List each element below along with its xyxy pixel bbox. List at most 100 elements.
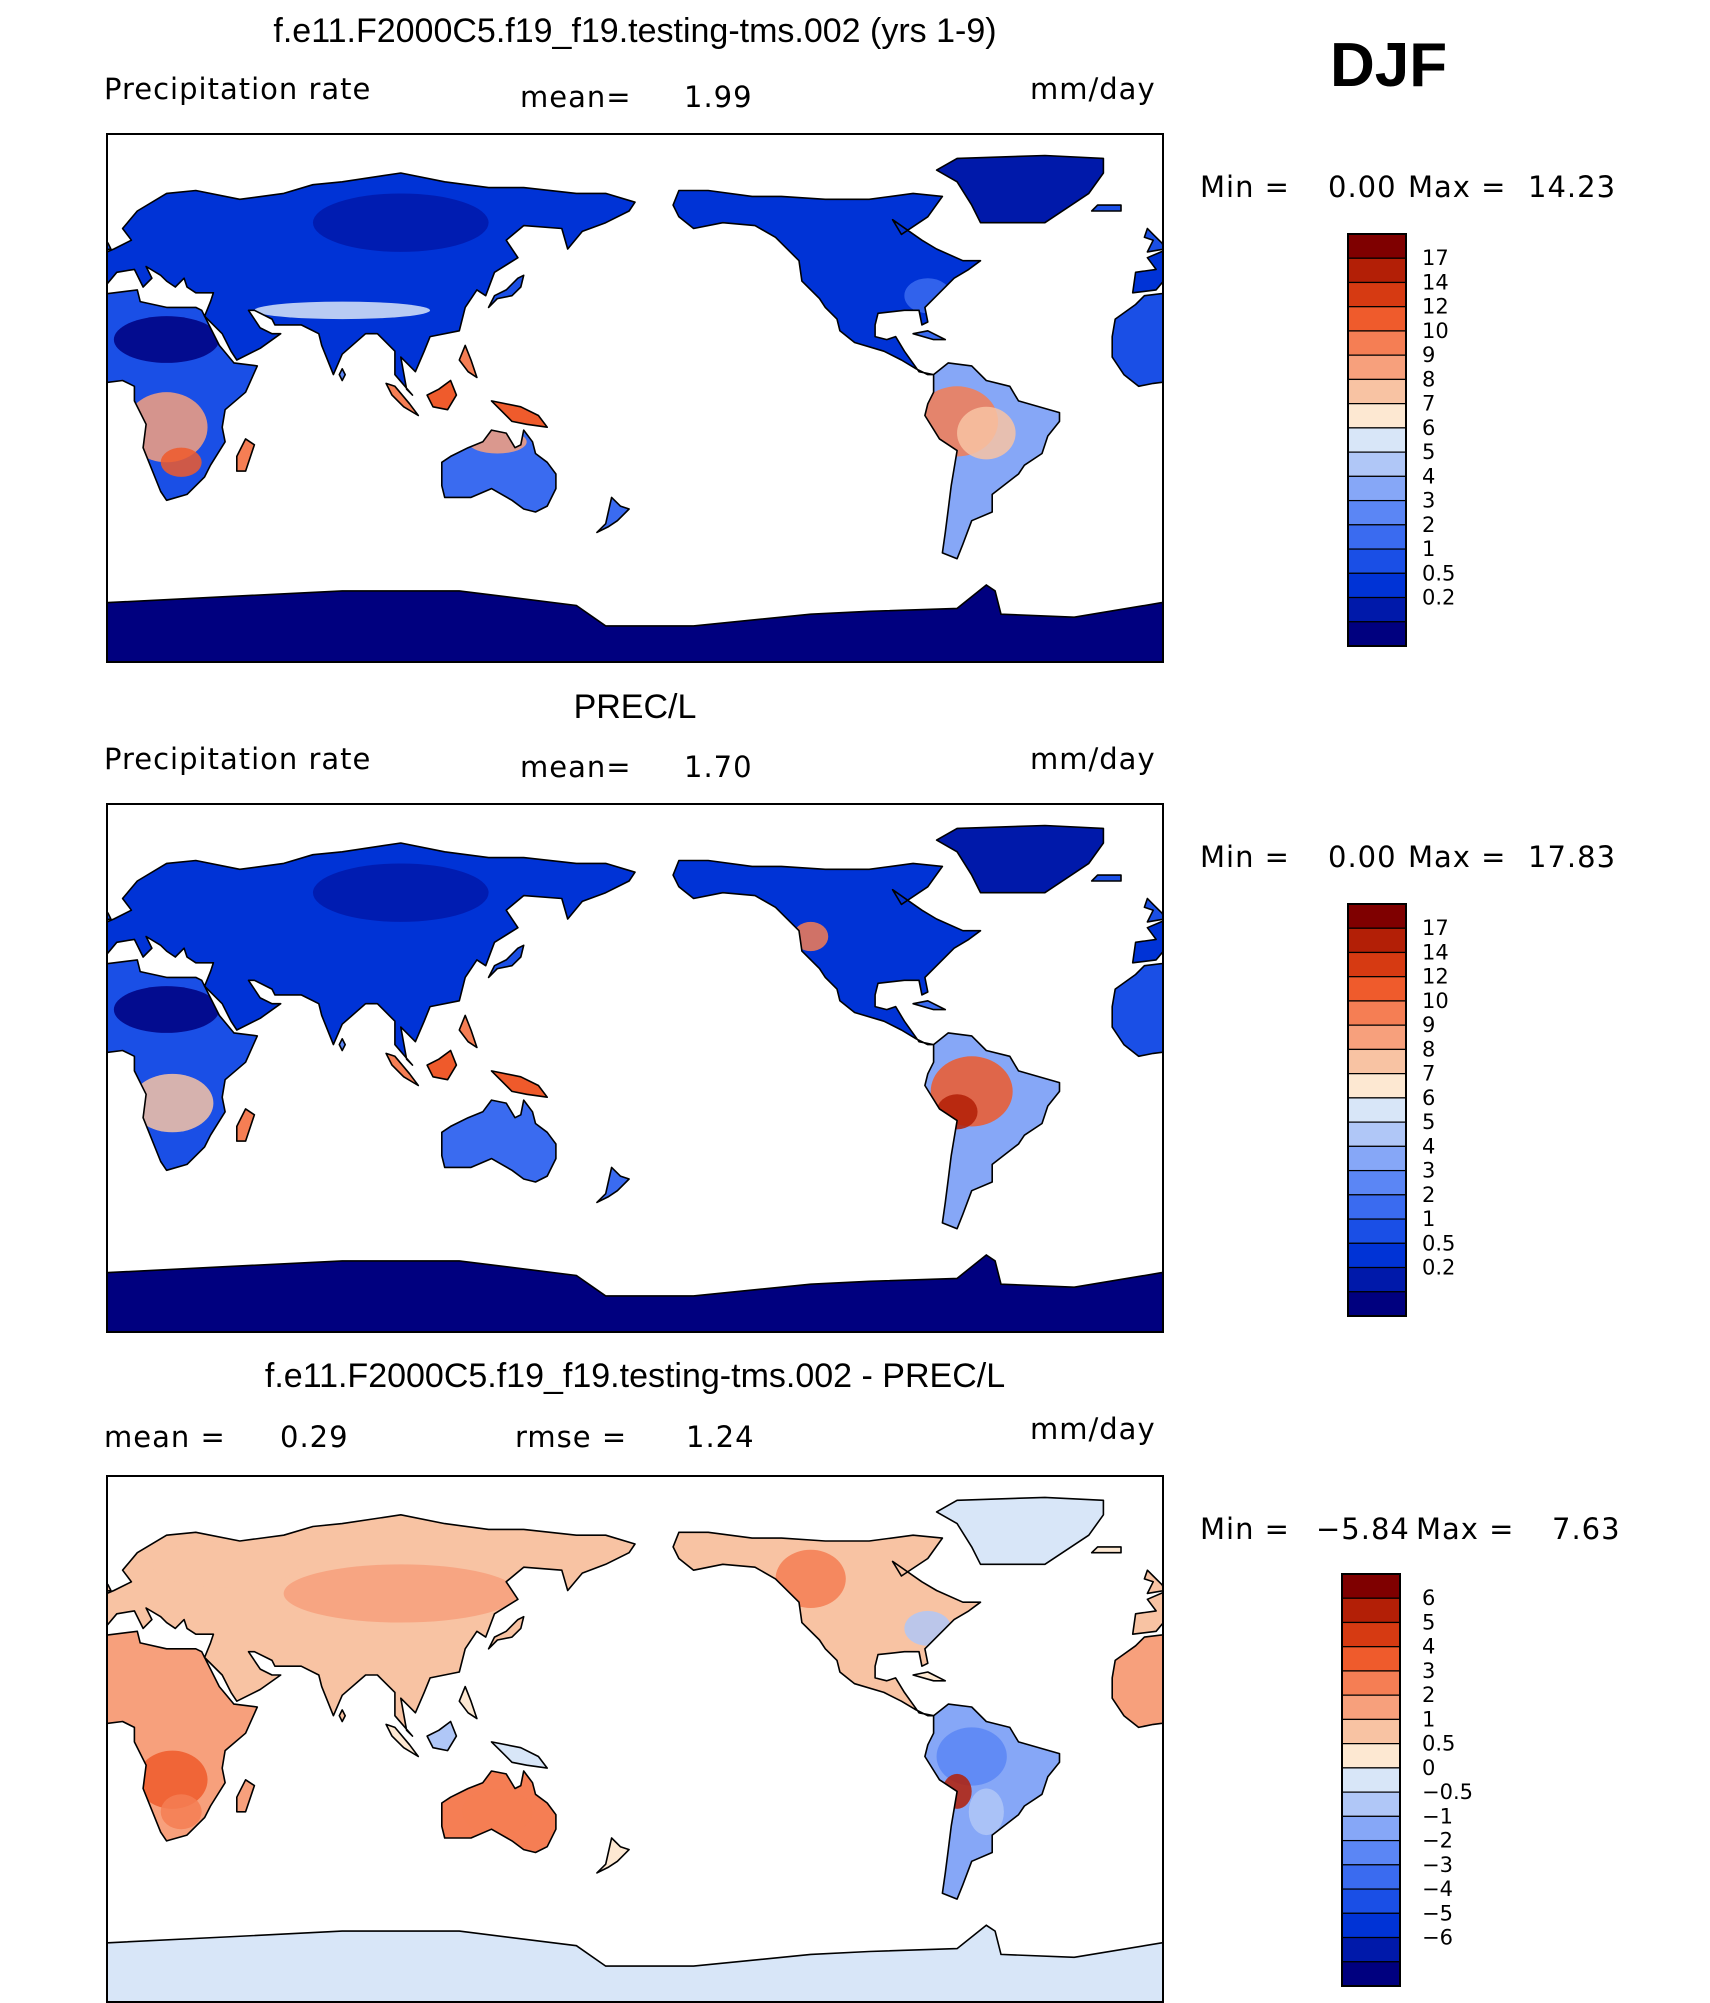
land-africa: [1112, 963, 1162, 1057]
field-anomaly: [254, 301, 431, 320]
land-japan: [488, 275, 524, 308]
colorbar-tick-label: 0.2: [1422, 1256, 1455, 1280]
colorbar-swatch: [1341, 1936, 1401, 1963]
colorbar-tick-label: 14: [1422, 270, 1449, 294]
colorbar-tick-label: 12: [1422, 295, 1449, 319]
land-africa: [1112, 1634, 1162, 1728]
land-sumatra: [386, 1053, 419, 1086]
colorbar-swatch: [1341, 1694, 1401, 1721]
colorbar-swatch: [1347, 233, 1407, 259]
field-anomaly: [312, 863, 489, 922]
colorbar-swatch: [1347, 596, 1407, 623]
panel2-min-value: 0.00: [1328, 840, 1397, 874]
land-cuba: [913, 330, 946, 340]
colorbar-tick-label: 3: [1422, 1659, 1435, 1683]
panel3-min-value: −5.84: [1316, 1512, 1410, 1546]
colorbar-swatch: [1347, 1266, 1407, 1293]
colorbar-swatch: [1347, 1218, 1407, 1244]
panel2-mean-label: mean=: [520, 750, 632, 784]
panel3-max-value: 7.63: [1552, 1512, 1621, 1546]
colorbar-swatch: [1347, 1145, 1407, 1172]
land-northAmerica: [673, 1532, 981, 1716]
panel3-rmse-label: rmse =: [515, 1420, 628, 1454]
land-cuba: [913, 1000, 946, 1010]
land-madagascar: [236, 1779, 255, 1812]
land-madagascar: [236, 1108, 255, 1142]
land-greenland: [936, 1497, 1104, 1565]
field-anomaly: [113, 316, 220, 363]
field-anomaly: [160, 447, 202, 477]
panel2-map: [106, 803, 1164, 1333]
panel3-units: mm/day: [1030, 1412, 1156, 1446]
colorbar-tick-label: 17: [1422, 246, 1449, 270]
season-label: DJF: [1330, 31, 1448, 100]
colorbar-swatch: [1347, 621, 1407, 647]
field-anomaly: [957, 406, 1016, 460]
colorbar-tick-label: 5: [1422, 440, 1435, 464]
colorbar-swatch: [1347, 306, 1407, 332]
panel2-left-label: Precipitation rate: [104, 742, 372, 776]
colorbar-tick-label: 9: [1422, 1013, 1435, 1037]
field-anomaly: [113, 986, 220, 1033]
colorbar-swatch: [1347, 1169, 1407, 1196]
colorbar-tick-label: 4: [1422, 1134, 1435, 1158]
land-greenland: [936, 825, 1104, 893]
colorbar-swatch: [1347, 403, 1407, 429]
colorbar-tick-label: 9: [1422, 343, 1435, 367]
panel1-colorbar: 17 14 12 10 9 8 7 6 5 4 3 2 1 0.5 0.2: [1347, 233, 1478, 654]
land-europeAsia: [108, 843, 635, 1066]
colorbar-swatch: [1347, 1242, 1407, 1269]
panel3-mean-label: mean =: [104, 1420, 226, 1454]
colorbar-tick-label: 0.5: [1422, 1231, 1455, 1255]
panel2-title: PREC/L: [573, 688, 697, 726]
colorbar-swatch: [1347, 499, 1407, 526]
land-philippines: [459, 345, 477, 378]
land-europeAsia: [1132, 921, 1162, 963]
panel1-min-label: Min =: [1200, 170, 1290, 204]
colorbar-swatch: [1347, 378, 1407, 405]
land-madagascar: [236, 438, 255, 472]
panel2-units: mm/day: [1030, 742, 1156, 776]
land-japan: [488, 945, 524, 978]
panel3-title: f.e11.F2000C5.f19_f19.testing-tms.002 - …: [264, 1357, 1006, 1395]
colorbar-swatch: [1347, 475, 1407, 502]
colorbar-swatch: [1347, 281, 1407, 308]
panel3-rmse-value: 1.24: [686, 1420, 755, 1454]
colorbar-tick-label: 2: [1422, 1683, 1435, 1707]
colorbar-swatch: [1347, 1097, 1407, 1123]
panel1-max-value: 14.23: [1528, 170, 1617, 204]
colorbar-swatch: [1341, 1912, 1401, 1939]
land-iceland: [1091, 205, 1121, 211]
land-europeAsia: [108, 173, 635, 396]
panel3-max-label: Max =: [1416, 1512, 1515, 1546]
field-anomaly: [151, 1541, 299, 1588]
colorbar-swatch: [1347, 1291, 1407, 1317]
colorbar-swatch: [1341, 1839, 1401, 1866]
colorbar-tick-label: −0.5: [1422, 1780, 1473, 1804]
land-borneo: [427, 380, 457, 410]
land-northAmerica: [673, 860, 981, 1045]
colorbar-tick-label: 3: [1422, 1159, 1435, 1183]
colorbar-tick-label: 12: [1422, 965, 1449, 989]
land-iceland: [1091, 875, 1121, 881]
colorbar-swatch: [1347, 330, 1407, 356]
colorbar-swatch: [1341, 1646, 1401, 1672]
land-newZealand: [596, 1167, 630, 1203]
colorbar-tick-label: 7: [1422, 1062, 1435, 1086]
colorbar-swatch: [1347, 927, 1407, 954]
colorbar-swatch: [1347, 451, 1407, 477]
colorbar-swatch: [1341, 1621, 1401, 1648]
colorbar-tick-label: 0.5: [1422, 1732, 1455, 1756]
colorbar-swatch: [1341, 1791, 1401, 1817]
land-japan: [488, 1616, 524, 1649]
colorbar-swatch: [1347, 548, 1407, 574]
colorbar-swatch: [1341, 1597, 1401, 1624]
colorbar-swatch: [1347, 572, 1407, 599]
colorbar-tick-label: 10: [1422, 319, 1449, 343]
panel2-mean-value: 1.70: [684, 750, 753, 784]
colorbar-swatch: [1341, 1961, 1401, 1987]
land-cuba: [913, 1672, 946, 1681]
panel3-colorbar: 6 5 4 3 2 1 0.5 0 −0.5 −1 −2 −3 −4 −5 −6: [1341, 1573, 1482, 1994]
colorbar-tick-label: 0.5: [1422, 561, 1455, 585]
field-anomaly: [312, 193, 489, 252]
